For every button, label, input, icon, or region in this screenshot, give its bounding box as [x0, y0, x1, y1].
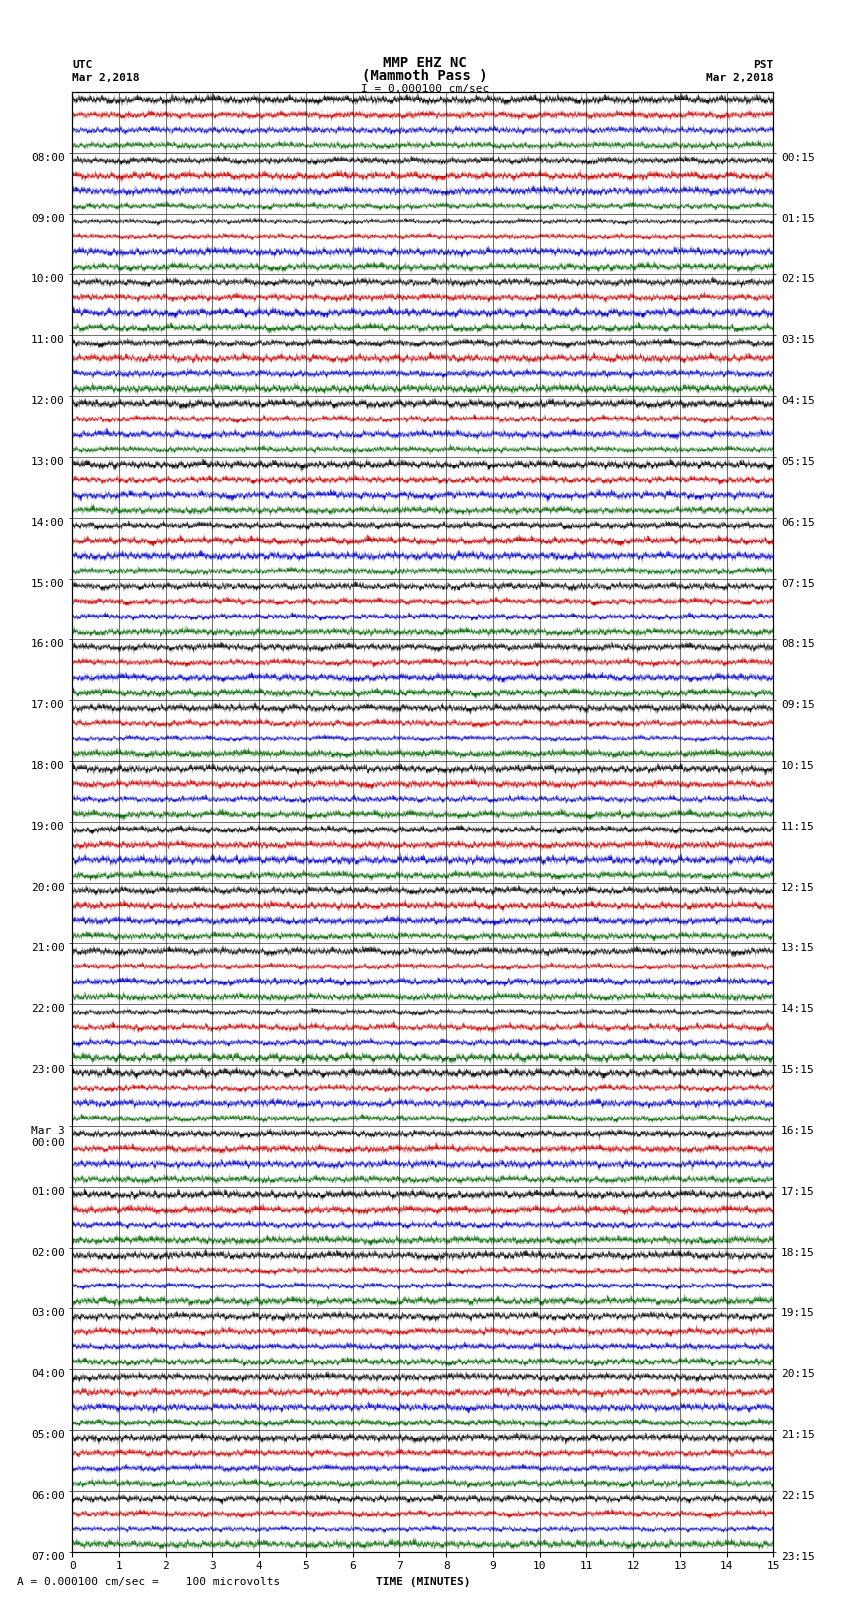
Text: Mar 2,2018: Mar 2,2018 — [72, 73, 139, 84]
Text: (Mammoth Pass ): (Mammoth Pass ) — [362, 69, 488, 84]
Text: A = 0.000100 cm/sec =    100 microvolts: A = 0.000100 cm/sec = 100 microvolts — [17, 1578, 280, 1587]
Text: MMP EHZ NC: MMP EHZ NC — [383, 56, 467, 71]
Text: I = 0.000100 cm/sec: I = 0.000100 cm/sec — [361, 84, 489, 94]
X-axis label: TIME (MINUTES): TIME (MINUTES) — [376, 1578, 470, 1587]
Text: PST: PST — [753, 60, 774, 71]
Text: UTC: UTC — [72, 60, 93, 71]
Text: Mar 2,2018: Mar 2,2018 — [706, 73, 774, 84]
